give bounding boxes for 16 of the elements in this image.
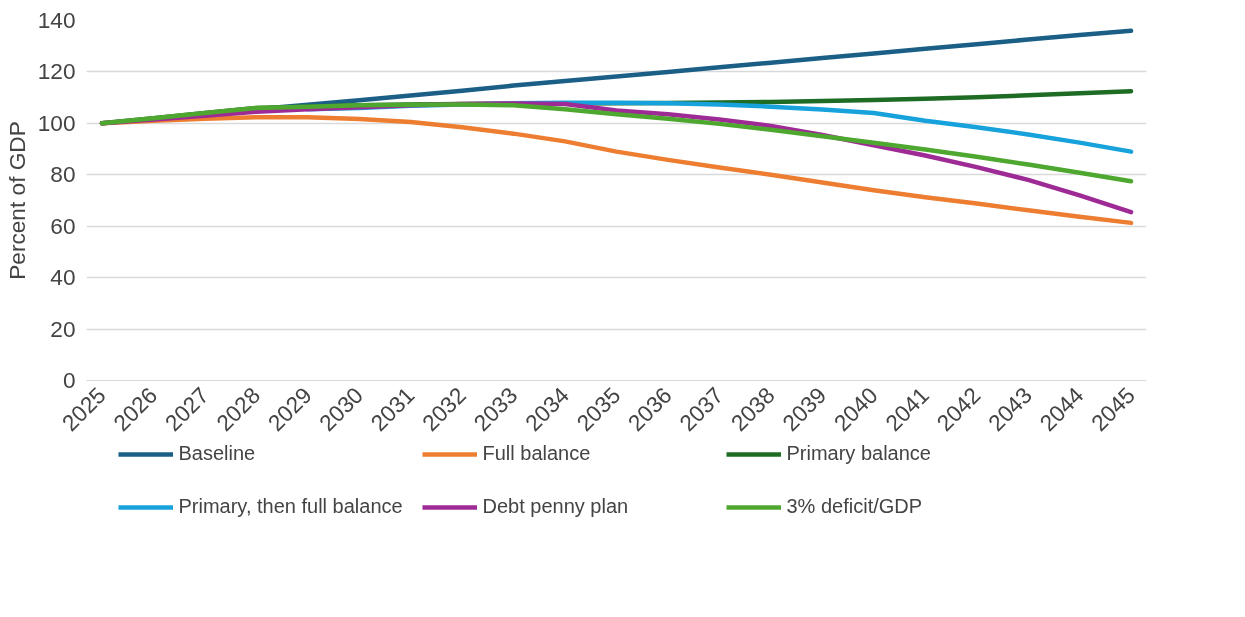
legend-label: Full balance: [482, 442, 592, 465]
y-tick-label: 20: [50, 315, 76, 342]
legend-label: Primary balance: [786, 442, 932, 465]
legend-label: Debt penny plan: [482, 495, 630, 518]
y-tick-label: 80: [50, 161, 76, 188]
y-tick-label: 140: [37, 7, 76, 33]
line-series: [99, 102, 1134, 184]
y-tick-label: 60: [50, 212, 76, 239]
legend-label: Primary, then full balance: [178, 495, 404, 518]
y-tick-label: 40: [50, 264, 76, 291]
y-axis-title: Percent of GDP: [3, 121, 30, 280]
y-tick-label: 0: [62, 367, 76, 393]
y-tick-label: 100: [37, 109, 76, 136]
legend-label: Baseline: [178, 442, 257, 465]
legend-label: 3% deficit/GDP: [786, 495, 924, 518]
y-tick-label: 120: [37, 58, 76, 85]
